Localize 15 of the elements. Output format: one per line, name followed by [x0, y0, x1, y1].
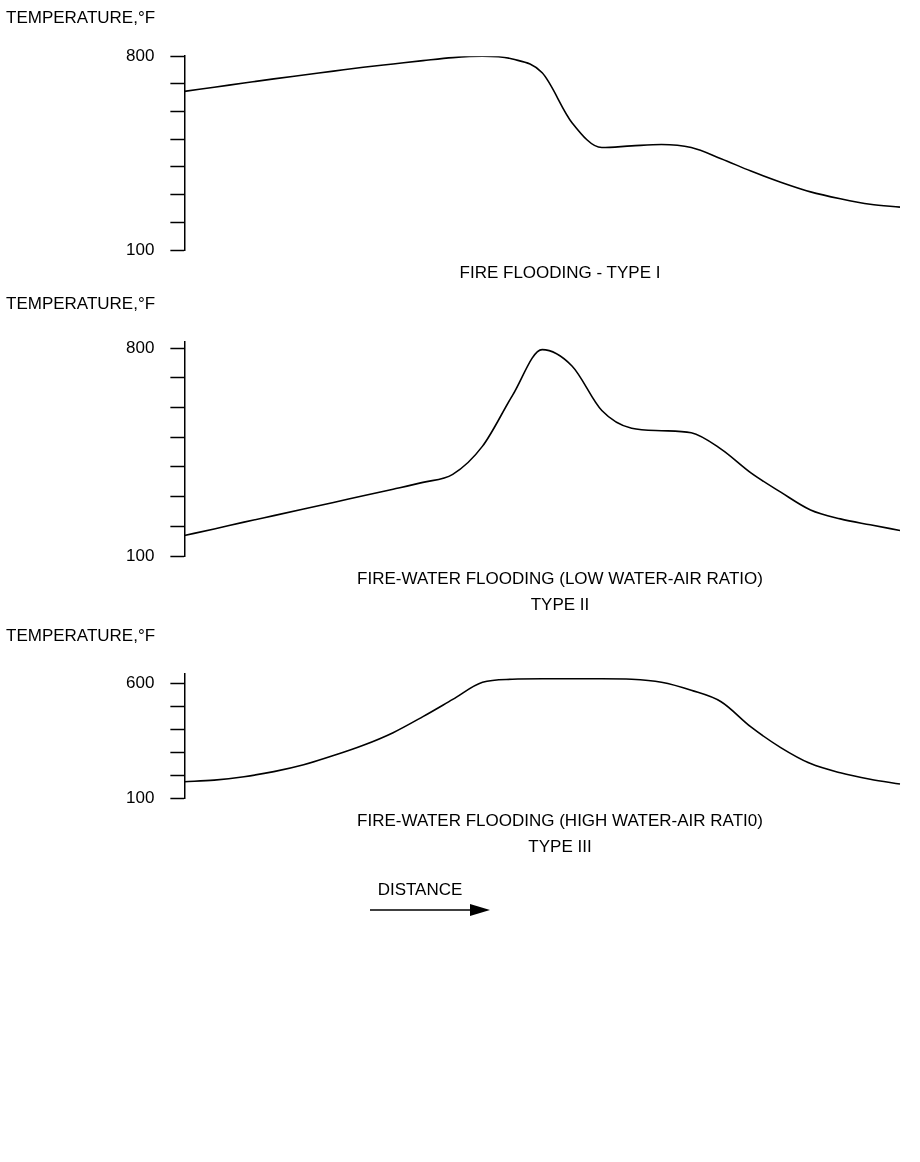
- text: FIRE-WATER FLOODING (HIGH WATER-AIR RATI0): [357, 811, 763, 830]
- x-axis-title: DISTANCE: [376, 880, 464, 900]
- y-tick-label: 100: [125, 239, 155, 259]
- text: FIRE FLOODING - TYPE I: [458, 262, 662, 284]
- text: TYPE III: [528, 837, 592, 856]
- y-axis-title: TEMPERATURE,°F: [6, 626, 157, 647]
- y-tick-label: 100: [125, 787, 155, 807]
- y-axis-title: TEMPERATURE,°F: [6, 8, 157, 29]
- text: TYPE II: [530, 595, 590, 614]
- y-tick-label: 600: [125, 673, 155, 693]
- text: FIRE-WATER FLOODING (LOW WATER-AIR RATIO): [357, 569, 763, 588]
- y-tick-label: 800: [125, 337, 155, 357]
- y-axis-title: TEMPERATURE,°F: [6, 294, 157, 315]
- y-tick-label: 800: [125, 45, 155, 65]
- y-tick-label: 100: [125, 545, 155, 565]
